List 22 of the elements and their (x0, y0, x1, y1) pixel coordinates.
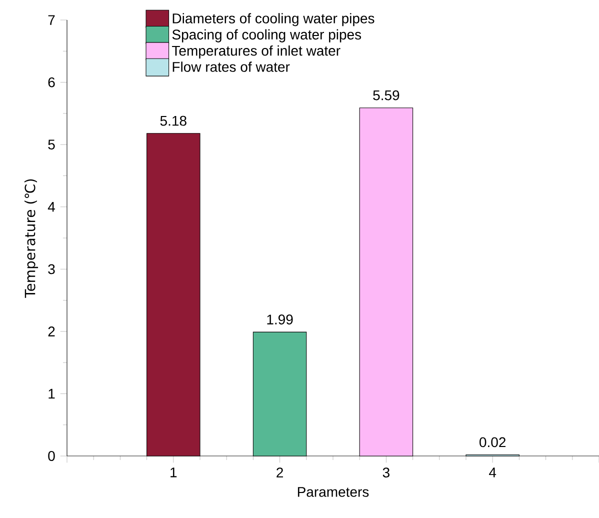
y-tick-label: 4 (48, 202, 55, 212)
legend-label: Flow rates of water (172, 62, 290, 72)
y-tick-label: 5 (48, 140, 55, 150)
legend-label: Temperatures of inlet water (172, 45, 340, 58)
data-label: 5.18 (160, 116, 186, 126)
x-tick-label: 4 (489, 468, 496, 478)
y-tick-label: 3 (48, 264, 55, 274)
y-tick-label: 1 (48, 388, 55, 399)
y-tick-label: 0 (48, 451, 55, 461)
y-axis-title: Temperature (℃) (24, 179, 38, 298)
x-axis-title: Parameters (298, 487, 369, 497)
y-tick-label: 6 (48, 77, 55, 88)
data-label: 5.59 (373, 90, 400, 100)
y-tick-label: 7 (48, 15, 55, 25)
x-tick-label: 2 (276, 468, 283, 478)
x-tick-label: 3 (382, 468, 390, 478)
data-label: 0.02 (480, 437, 506, 448)
legend-label: Spacing of cooling water pipes (172, 29, 362, 42)
data-label: 1.99 (267, 314, 293, 324)
y-tick-label: 2 (48, 326, 55, 336)
x-tick-label: 1 (170, 468, 177, 478)
legend-label: Diameters of cooling water pipes (172, 13, 374, 26)
